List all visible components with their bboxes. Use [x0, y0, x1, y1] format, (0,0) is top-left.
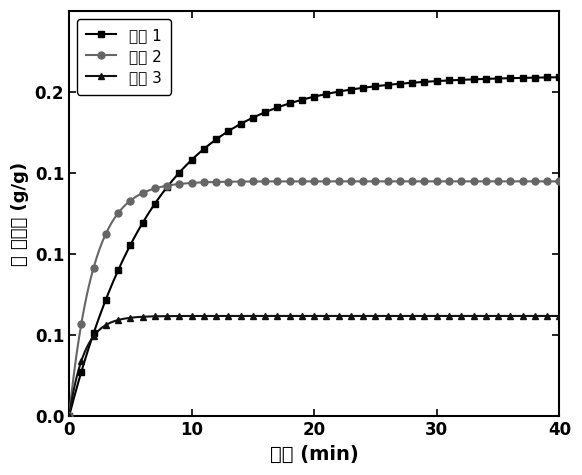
- Legend: 实例 1, 实例 2, 实例 3: 实例 1, 实例 2, 实例 3: [77, 19, 171, 95]
- X-axis label: 时间 (min): 时间 (min): [270, 445, 359, 464]
- Y-axis label: 水 吸附量 (g/g): 水 吸附量 (g/g): [11, 162, 29, 266]
